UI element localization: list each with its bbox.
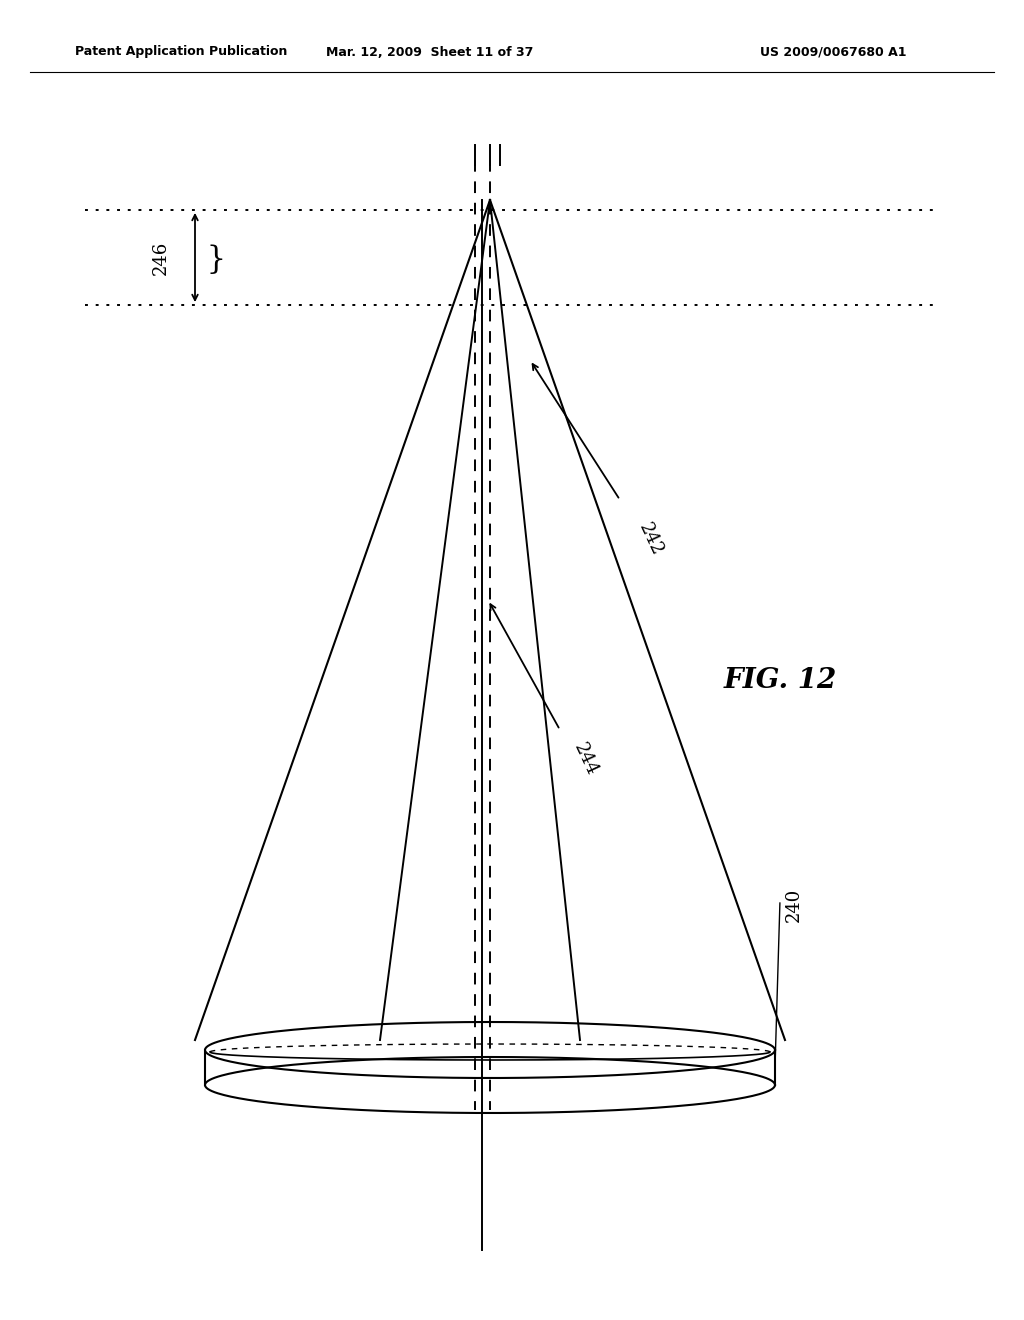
Text: FIG. 12: FIG. 12 [723, 667, 837, 693]
Text: Mar. 12, 2009  Sheet 11 of 37: Mar. 12, 2009 Sheet 11 of 37 [327, 45, 534, 58]
Text: Patent Application Publication: Patent Application Publication [75, 45, 288, 58]
Text: 246: 246 [152, 240, 170, 275]
Text: {: { [201, 242, 220, 273]
Text: 242: 242 [635, 520, 666, 558]
Text: 240: 240 [785, 888, 803, 923]
Text: 244: 244 [570, 741, 601, 779]
Text: US 2009/0067680 A1: US 2009/0067680 A1 [760, 45, 906, 58]
